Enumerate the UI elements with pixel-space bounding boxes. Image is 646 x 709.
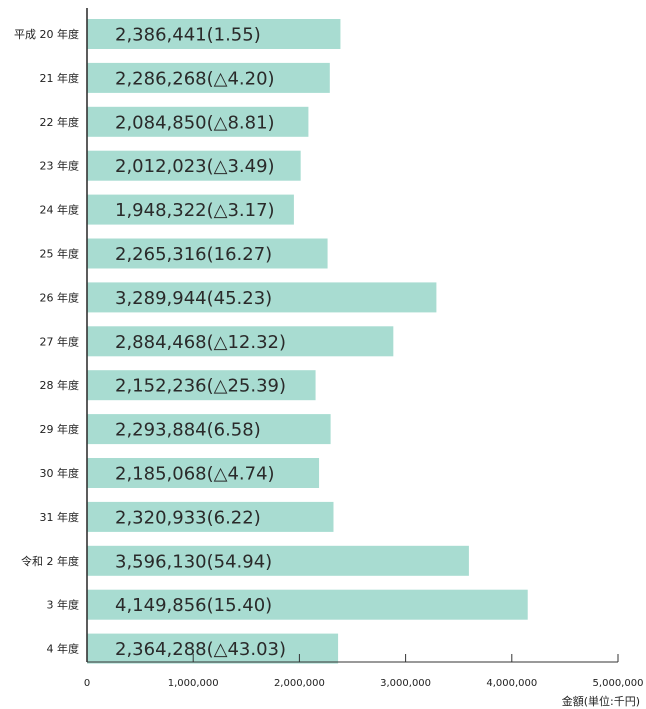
x-tick-label: 1,000,000	[168, 678, 219, 689]
bar	[87, 238, 328, 269]
data-label: 2,320,933(6.22)	[115, 507, 261, 528]
data-label: 2,265,316(16.27)	[115, 244, 272, 265]
data-label: 3,596,130(54.94)	[115, 551, 272, 572]
category-label: 令和 2 年度	[21, 554, 79, 568]
data-label: 4,149,856(15.40)	[115, 595, 272, 616]
category-label: 3 年度	[47, 598, 80, 612]
data-label: 2,293,884(6.58)	[115, 420, 261, 441]
bar	[87, 282, 437, 313]
category-label: 平成 20 年度	[14, 27, 79, 41]
data-label: 3,289,944(45.23)	[115, 288, 272, 309]
category-label: 28 年度	[40, 378, 80, 392]
data-label: 2,286,268(△4.20)	[115, 68, 275, 89]
data-label: 2,185,068(△4.74)	[115, 464, 275, 485]
bar	[87, 194, 294, 225]
category-label: 26 年度	[40, 290, 80, 304]
data-label: 2,084,850(△8.81)	[115, 112, 275, 133]
data-label: 2,152,236(△25.39)	[115, 376, 286, 397]
category-label: 27 年度	[40, 334, 80, 348]
bar	[87, 545, 469, 576]
category-label: 21 年度	[40, 71, 80, 85]
category-label: 24 年度	[40, 203, 80, 217]
data-label: 2,884,468(△12.32)	[115, 332, 286, 353]
category-label: 29 年度	[40, 422, 80, 436]
category-label: 30 年度	[40, 466, 80, 480]
data-label: 1,948,322(△3.17)	[115, 200, 275, 221]
x-tick-label: 4,000,000	[486, 678, 537, 689]
bar	[87, 19, 341, 49]
bar	[87, 370, 316, 401]
bar	[87, 458, 320, 488]
category-label: 31 年度	[40, 510, 80, 524]
bar	[87, 414, 331, 445]
bar	[87, 589, 528, 620]
x-axis-label: 金額(単位:千円)	[562, 694, 640, 708]
bar	[87, 501, 334, 532]
x-tick-label: 0	[84, 678, 90, 689]
x-tick-label: 5,000,000	[593, 678, 644, 689]
data-label: 2,364,288(△43.03)	[115, 639, 286, 660]
bar	[87, 62, 330, 93]
category-label: 23 年度	[40, 159, 80, 173]
data-label: 2,012,023(△3.49)	[115, 156, 275, 177]
bar	[87, 106, 309, 137]
bar	[87, 633, 339, 664]
x-tick-label: 2,000,000	[274, 678, 325, 689]
bar	[87, 326, 394, 357]
data-label: 2,386,441(1.55)	[115, 25, 261, 46]
category-label: 4 年度	[47, 642, 80, 656]
bar	[87, 150, 301, 181]
category-label: 25 年度	[40, 247, 80, 261]
category-label: 22 年度	[40, 115, 80, 129]
x-tick-label: 3,000,000	[380, 678, 431, 689]
